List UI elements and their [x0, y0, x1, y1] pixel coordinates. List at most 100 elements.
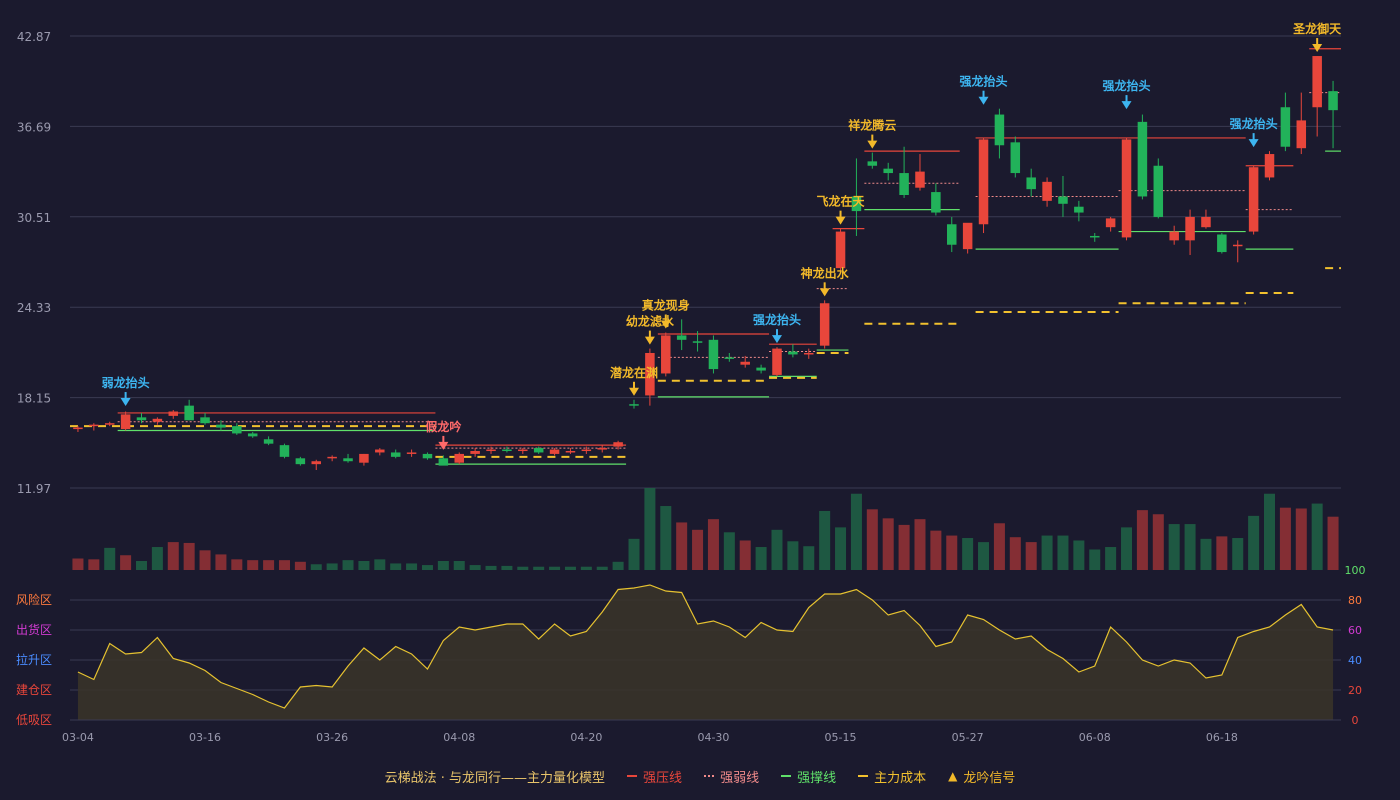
candle-body [1201, 216, 1211, 228]
volume-bar [930, 530, 942, 570]
volume-bar [835, 527, 847, 570]
candle [931, 183, 941, 216]
legend-weak[interactable]: 强弱线 [704, 767, 759, 786]
candle [1312, 56, 1322, 137]
candle [756, 364, 766, 374]
candle [104, 421, 115, 427]
candle-body [279, 445, 290, 457]
candle [406, 449, 417, 457]
volume-bar [914, 519, 926, 570]
legend-support[interactable]: 强撑线 [781, 767, 836, 786]
candle [1169, 225, 1179, 245]
signal-label: 潜龙在渊 [610, 365, 658, 380]
candle [343, 453, 353, 463]
candle [978, 137, 989, 234]
candle [327, 455, 337, 462]
volume-bar [104, 547, 116, 570]
candle-body [311, 461, 322, 465]
volume-bar [755, 547, 767, 570]
candle-body [772, 348, 782, 375]
volume-bar [1248, 515, 1260, 570]
volume-bar [1073, 540, 1085, 570]
price-tick-label: 42.87 [17, 30, 51, 44]
date-tick-label: 03-16 [189, 731, 221, 744]
signal-marker: 幼龙滤水 [626, 314, 675, 345]
candle [454, 452, 464, 465]
volume-bar [1089, 549, 1101, 570]
candle-body [1010, 142, 1021, 174]
candle-body [915, 171, 925, 188]
oscillator-zone-label: 建仓区 [16, 683, 52, 697]
candle [867, 152, 878, 169]
date-tick-label: 05-15 [825, 731, 857, 744]
candle-body [89, 424, 99, 427]
candle [1058, 175, 1068, 217]
volume-bar [72, 558, 84, 570]
candle-body [232, 426, 242, 434]
legend-model-label: 云梯战法 · 与龙同行——主力量化模型 [384, 770, 606, 786]
candle-body [613, 442, 623, 447]
volume-bar [120, 555, 132, 570]
volume-bar [485, 565, 497, 570]
candles [73, 56, 1338, 471]
volume-bar [421, 565, 433, 570]
volume-bar [263, 560, 275, 570]
candle [1010, 136, 1021, 178]
signal-label: 弱龙抬头 [102, 375, 150, 390]
legend-cost[interactable]: 主力成本 [858, 767, 926, 786]
candle-body [247, 433, 258, 437]
candle-body [1312, 56, 1322, 108]
signal-marker: 真龙现身 [642, 298, 690, 329]
candle-body [645, 352, 655, 396]
candle [1042, 177, 1052, 207]
candle [311, 459, 322, 471]
volume-bar [1105, 547, 1117, 570]
volume-bar [612, 561, 624, 570]
signal-label: 飞龙在天 [817, 194, 866, 209]
chart-legend: 云梯战法 · 与龙同行——主力量化模型 强压线 强弱线 强撑线 主力成本 ▲ 龙… [0, 764, 1400, 788]
volume-bar [310, 564, 322, 570]
date-tick-label: 04-08 [443, 731, 475, 744]
volume-bar [993, 523, 1005, 570]
legend-model: 云梯战法 · 与龙同行——主力量化模型 [385, 767, 605, 786]
candle-body [1217, 234, 1227, 253]
volume-bar [1216, 536, 1228, 570]
signal-label: 强龙抬头 [753, 312, 801, 327]
signal-arrow-icon [629, 387, 640, 396]
price-tick-label: 30.51 [17, 211, 51, 225]
candle-body [200, 417, 210, 424]
volume-bar [453, 560, 465, 570]
candle [1137, 114, 1148, 200]
candle-body [295, 458, 306, 465]
candle [994, 108, 1005, 159]
legend-resistance[interactable]: 强压线 [627, 767, 682, 786]
candle [216, 420, 226, 431]
candle [232, 423, 242, 435]
signal-marker: 圣龙御天 [1292, 21, 1342, 53]
signal-arrow-icon [1248, 139, 1259, 148]
volume-bar [946, 535, 958, 570]
volume-bar [962, 538, 974, 570]
signal-label: 假龙吟 [425, 419, 461, 434]
oscillator-tick-label: 40 [1348, 654, 1362, 667]
volume-bar [517, 566, 529, 570]
signal-arrow-icon [867, 140, 878, 149]
candle [883, 162, 893, 181]
volume-bar [1311, 503, 1323, 570]
candle-body [359, 453, 369, 463]
candle [359, 453, 369, 466]
candle-body [597, 448, 607, 450]
support-line-swatch [781, 775, 792, 777]
volume-bar [406, 563, 418, 570]
candle-body [104, 423, 115, 425]
candle-body [1042, 181, 1052, 201]
date-tick-label: 03-04 [62, 731, 94, 744]
date-tick-label: 06-08 [1079, 731, 1111, 744]
volume-bar [1041, 535, 1053, 570]
legend-signal[interactable]: ▲ 龙吟信号 [948, 767, 1015, 786]
signal-label: 祥龙腾云 [848, 118, 896, 133]
candle [565, 448, 576, 454]
signal-label: 幼龙滤水 [626, 314, 675, 329]
volume-bar [660, 506, 672, 570]
